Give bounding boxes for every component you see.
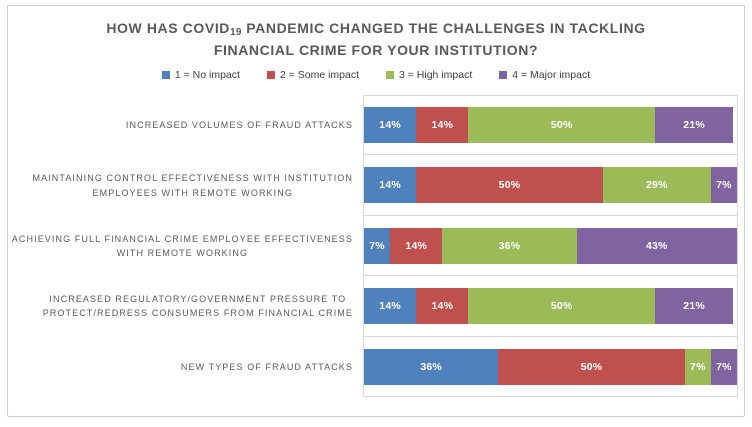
legend-item: 2 = Some impact [266, 69, 359, 81]
bar-segment: 50% [468, 287, 655, 324]
legend-swatch-icon [499, 71, 508, 79]
data-label: 14% [405, 239, 428, 252]
chart-row: INCREASED VOLUMES OF FRAUD ATTACKS 14% 14%… [8, 95, 738, 156]
legend-label: 2 = Some impact [279, 69, 359, 81]
data-label: 50% [550, 299, 573, 312]
data-label: 7% [716, 360, 732, 373]
category-label: MAINTAINING CONTROL EFFECTIVENESS WITH I… [32, 171, 353, 200]
data-label: 14% [379, 299, 401, 312]
bar-track: 14% 50% 29% 7% [363, 155, 738, 216]
category-label: NEW TYPES OF FRAUD ATTACKS [181, 360, 353, 374]
bar-track: 14% 14% 50% 21% [363, 95, 738, 156]
data-label: 21% [683, 118, 705, 131]
category-label-cell: MAINTAINING CONTROL EFFECTIVENESS WITH I… [8, 155, 363, 215]
legend: 1 = No impact 2 = Some impact 3 = High imp… [8, 69, 744, 81]
category-label-line: EMPLOYEES WITH REMOTE WORKING [92, 187, 293, 198]
legend-swatch-icon [386, 71, 394, 79]
category-label: INCREASED VOLUMES OF FRAUD ATTACKS [126, 118, 353, 132]
chart-title-text-cont: PANDEMIC CHANGED THE CHALLENGES IN TACKL… [213, 20, 646, 58]
category-label-line: WITH REMOTE WORKING [116, 248, 249, 259]
category-label-line: INCREASED REGULATORY/GOVERNMENT PRESSURE… [49, 294, 347, 305]
bar-segment: 7% [710, 348, 737, 385]
chart-title-subscript: 19 [230, 27, 242, 38]
bar-segment: 36% [364, 348, 499, 385]
bar-segment: 7% [364, 227, 391, 264]
legend-label: 1 = No impact [174, 69, 240, 81]
bar-segment: 14% [364, 167, 417, 204]
bar-segment: 14% [416, 106, 469, 143]
category-label-line: NEW TYPES OF FRAUD ATTACKS [180, 361, 353, 372]
category-label-line: PROTECT/REDRESS CONSUMERS FROM FINANCIAL… [42, 308, 353, 319]
bar-segment: 50% [498, 348, 685, 385]
data-label: 50% [550, 118, 573, 131]
chart-rows: INCREASED VOLUMES OF FRAUD ATTACKS 14% 14%… [8, 95, 738, 397]
bar-segment: 14% [416, 287, 469, 324]
data-label: 14% [379, 179, 401, 192]
legend-item: 4 = Major impact [499, 69, 590, 81]
bar-segment: 50% [468, 106, 655, 143]
data-label: 36% [420, 360, 442, 373]
data-label: 14% [379, 118, 401, 131]
data-label: 36% [498, 239, 521, 252]
bar-segment: 7% [710, 167, 737, 204]
bar-segment: 29% [602, 167, 711, 204]
legend-item: 1 = No impact [161, 69, 240, 81]
category-label-cell: NEW TYPES OF FRAUD ATTACKS [8, 337, 363, 397]
bar-segment: 14% [390, 227, 443, 264]
chart-title: HOW HAS COVID19 PANDEMIC CHANGED THE CHA… [86, 18, 666, 61]
data-label: 29% [645, 179, 668, 192]
legend-swatch-icon [161, 71, 170, 79]
chart-row: NEW TYPES OF FRAUD ATTACKS 36% 50% 7% 7% [8, 337, 738, 397]
chart-area: INCREASED VOLUMES OF FRAUD ATTACKS 14% 14%… [8, 95, 738, 397]
data-label: 7% [690, 360, 706, 373]
chart-row: INCREASED REGULATORY/GOVERNMENT PRESSURE… [8, 276, 738, 337]
data-label: 7% [716, 179, 732, 192]
stacked-bar: 14% 14% 50% 21% [364, 106, 737, 143]
chart-title-text: HOW HAS COVID [106, 20, 231, 36]
category-label-line: MAINTAINING CONTROL EFFECTIVENESS WITH I… [32, 173, 353, 184]
category-label: ACHIEVING FULL FINANCIAL CRIME EMPLOYEE … [12, 232, 353, 261]
bar-track: 36% 50% 7% 7% [363, 337, 738, 397]
stacked-bar: 36% 50% 7% 7% [364, 348, 737, 385]
category-label-cell: ACHIEVING FULL FINANCIAL CRIME EMPLOYEE … [8, 216, 363, 276]
bar-segment: 14% [364, 287, 417, 324]
chart-frame: HOW HAS COVID19 PANDEMIC CHANGED THE CHA… [7, 5, 745, 417]
data-label: 50% [580, 360, 603, 373]
stacked-bar: 14% 50% 29% 7% [364, 167, 737, 204]
stacked-bar: 7% 14% 36% 43% [364, 227, 737, 264]
category-label-cell: INCREASED REGULATORY/GOVERNMENT PRESSURE… [8, 276, 363, 336]
bar-segment: 7% [684, 348, 711, 385]
bar-segment: 21% [654, 287, 734, 324]
bar-segment: 36% [442, 227, 577, 264]
category-label-cell: INCREASED VOLUMES OF FRAUD ATTACKS [8, 95, 363, 155]
legend-label: 4 = Major impact [512, 69, 591, 81]
stacked-bar: 14% 14% 50% 21% [364, 287, 737, 324]
data-label: 50% [498, 179, 521, 192]
data-label: 14% [431, 299, 454, 312]
data-label: 43% [645, 239, 668, 252]
data-label: 7% [369, 239, 385, 252]
category-label: INCREASED REGULATORY/GOVERNMENT PRESSURE… [43, 292, 353, 321]
bar-segment: 14% [364, 106, 417, 143]
bar-segment: 43% [576, 227, 737, 264]
legend-swatch-icon [266, 71, 275, 79]
data-label: 14% [431, 118, 454, 131]
category-label-line: INCREASED VOLUMES OF FRAUD ATTACKS [125, 120, 353, 130]
bar-track: 14% 14% 50% 21% [363, 276, 738, 337]
bar-segment: 50% [416, 167, 603, 204]
chart-row: ACHIEVING FULL FINANCIAL CRIME EMPLOYEE … [8, 216, 738, 277]
chart-row: MAINTAINING CONTROL EFFECTIVENESS WITH I… [8, 155, 738, 216]
data-label: 21% [683, 299, 705, 312]
category-label-line: ACHIEVING FULL FINANCIAL CRIME EMPLOYEE … [11, 233, 353, 244]
bar-segment: 21% [654, 106, 734, 143]
bar-track: 7% 14% 36% 43% [363, 216, 738, 277]
legend-item: 3 = High impact [386, 69, 472, 81]
legend-label: 3 = High impact [399, 69, 473, 81]
